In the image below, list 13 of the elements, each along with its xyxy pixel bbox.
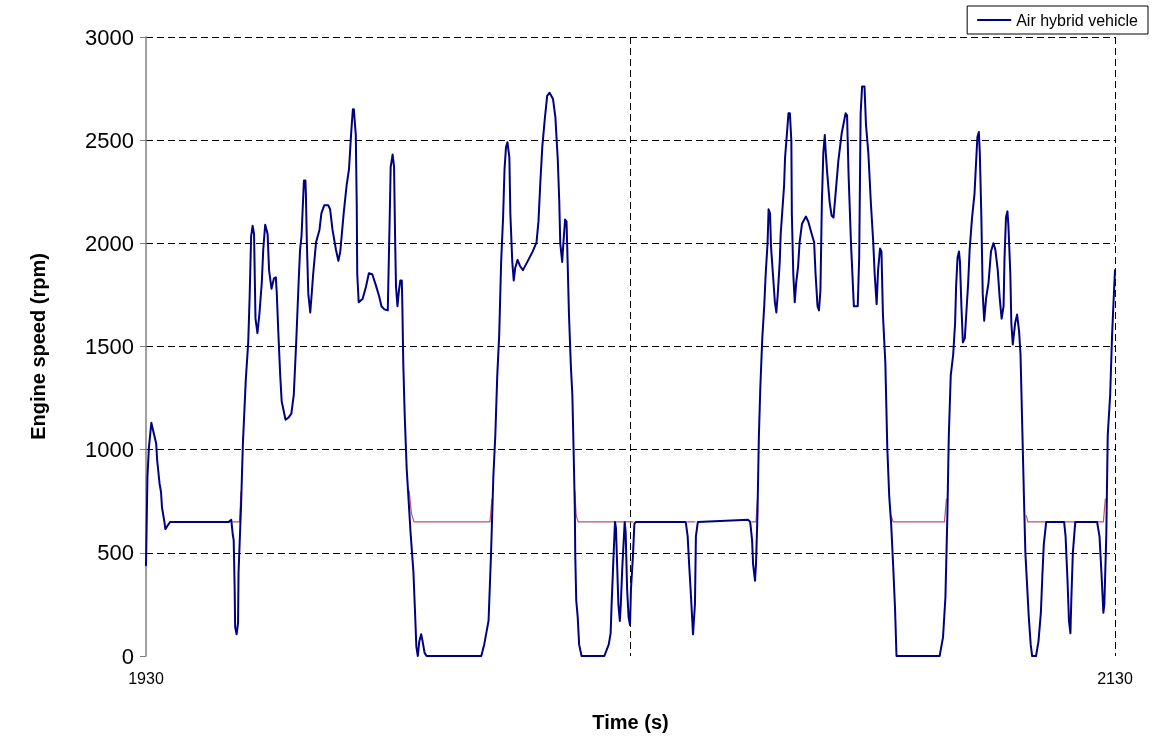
x-axis-title: Time (s) <box>592 711 669 733</box>
y-axis-title: Engine speed (rpm) <box>27 253 49 440</box>
y-tick-label: 2000 <box>85 230 134 256</box>
line-series <box>145 85 1116 657</box>
x-tick-label: 1930 <box>128 669 164 687</box>
y-tick-label: 2500 <box>85 127 134 153</box>
y-tick-label: 0 <box>121 643 134 669</box>
y-tick-label: 1000 <box>85 437 134 463</box>
y-tick-label: 3000 <box>85 24 134 50</box>
x-tick-label: 2130 <box>1097 669 1133 687</box>
y-tick-label: 500 <box>97 540 134 566</box>
y-tick-label: 1500 <box>85 334 134 359</box>
legend-label: Air hybrid vehicle <box>1016 11 1139 29</box>
